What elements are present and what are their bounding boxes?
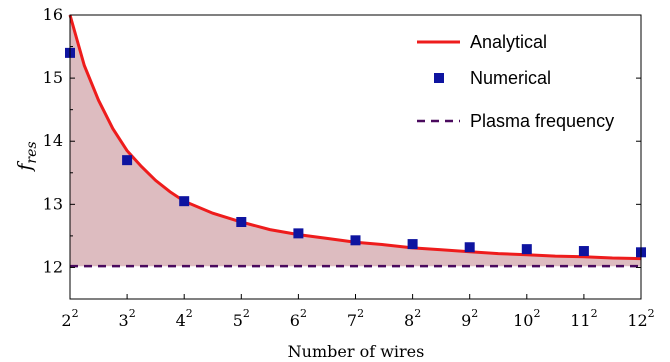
x-tick-label: 122 — [627, 307, 654, 330]
numerical-point — [521, 244, 532, 255]
area-fill — [70, 15, 641, 267]
x-axis-label: Number of wires — [288, 342, 425, 361]
numerical-point — [236, 217, 247, 228]
numerical-point — [179, 196, 190, 207]
numerical-point — [464, 242, 475, 253]
legend-plasma-label: Plasma frequency — [470, 111, 614, 131]
y-tick-label: 12 — [43, 257, 63, 276]
numerical-point — [350, 235, 361, 246]
legend: Analytical Numerical Plasma frequency — [417, 32, 614, 131]
y-axis-label: fres — [14, 141, 40, 172]
legend-numerical-swatch — [434, 73, 444, 83]
x-tick-label: 42 — [176, 307, 193, 330]
legend-numerical-label: Numerical — [470, 68, 551, 88]
numerical-point — [407, 239, 418, 250]
y-tick-label: 13 — [43, 194, 63, 213]
numerical-point — [293, 228, 304, 239]
x-tick-label: 82 — [404, 307, 421, 330]
svg-text:fres: fres — [14, 141, 40, 172]
y-tick-label: 16 — [43, 5, 63, 24]
numerical-point — [122, 155, 133, 166]
x-tick-label: 52 — [233, 307, 250, 330]
x-tick-label: 102 — [513, 307, 540, 330]
numerical-point — [578, 246, 589, 257]
x-tick-label: 92 — [461, 307, 478, 330]
x-tick-label: 22 — [61, 307, 78, 330]
x-tick-label: 62 — [290, 307, 307, 330]
x-tick-label: 112 — [570, 307, 597, 330]
y-tick-label: 15 — [43, 68, 63, 87]
legend-analytical-label: Analytical — [470, 32, 547, 52]
y-tick-label: 14 — [43, 131, 63, 150]
x-tick-label: 32 — [119, 307, 136, 330]
x-tick-label: 72 — [347, 307, 364, 330]
